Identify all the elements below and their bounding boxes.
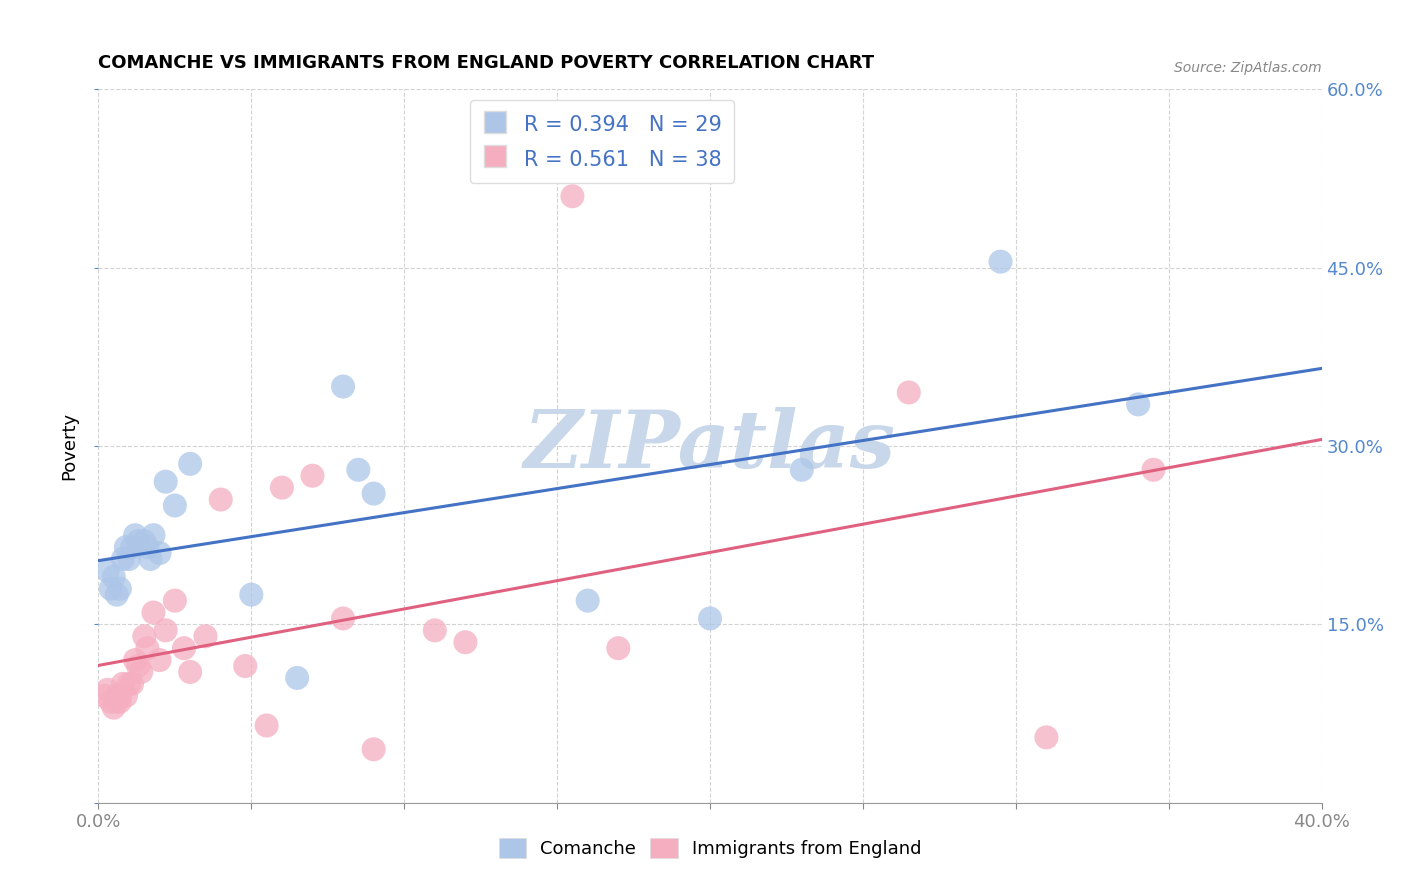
Text: ZIPatlas: ZIPatlas [524,408,896,484]
Point [155,475,177,489]
Point [100,582,122,596]
Point [332,379,354,393]
Point [149,653,172,667]
Point [1142,463,1164,477]
Point [139,552,162,566]
Point [105,695,128,709]
Point [332,611,354,625]
Point [194,629,217,643]
Point [179,665,201,679]
Text: Source: ZipAtlas.com: Source: ZipAtlas.com [1174,61,1322,75]
Point [256,718,278,732]
Point [173,641,195,656]
Point [121,677,143,691]
Point [105,588,128,602]
Y-axis label: Poverty: Poverty [60,412,79,480]
Point [118,552,141,566]
Point [1128,397,1150,411]
Point [990,254,1012,268]
Point [115,540,138,554]
Point [115,689,138,703]
Point [301,468,323,483]
Point [108,695,131,709]
Point [129,665,152,679]
Point [270,481,292,495]
Point [607,641,630,656]
Point [363,486,385,500]
Point [285,671,308,685]
Point [163,499,186,513]
Point [105,689,128,703]
Point [93,689,115,703]
Point [790,463,813,477]
Point [108,582,131,596]
Text: COMANCHE VS IMMIGRANTS FROM ENGLAND POVERTY CORRELATION CHART: COMANCHE VS IMMIGRANTS FROM ENGLAND POVE… [98,54,875,72]
Point [121,540,143,554]
Point [103,700,125,714]
Point [423,624,446,638]
Point [124,528,146,542]
Point [1035,731,1057,745]
Point [103,570,125,584]
Point [163,593,186,607]
Point [124,653,146,667]
Point [134,629,156,643]
Point [142,606,165,620]
Point [134,534,156,549]
Point [97,682,120,697]
Point [179,457,201,471]
Point [108,689,131,703]
Point [142,528,165,542]
Point [240,588,263,602]
Point [100,695,122,709]
Point [209,492,232,507]
Point [97,564,120,578]
Point [233,659,256,673]
Point [136,641,159,656]
Point [699,611,721,625]
Point [454,635,477,649]
Point [127,659,149,673]
Point [347,463,370,477]
Point [136,540,159,554]
Point [118,677,141,691]
Point [561,189,583,203]
Point [149,546,172,560]
Point [111,552,134,566]
Point [111,677,134,691]
Point [127,534,149,549]
Point [363,742,385,756]
Legend: Comanche, Immigrants from England: Comanche, Immigrants from England [491,830,929,865]
Point [155,624,177,638]
Point [576,593,599,607]
Point [897,385,920,400]
